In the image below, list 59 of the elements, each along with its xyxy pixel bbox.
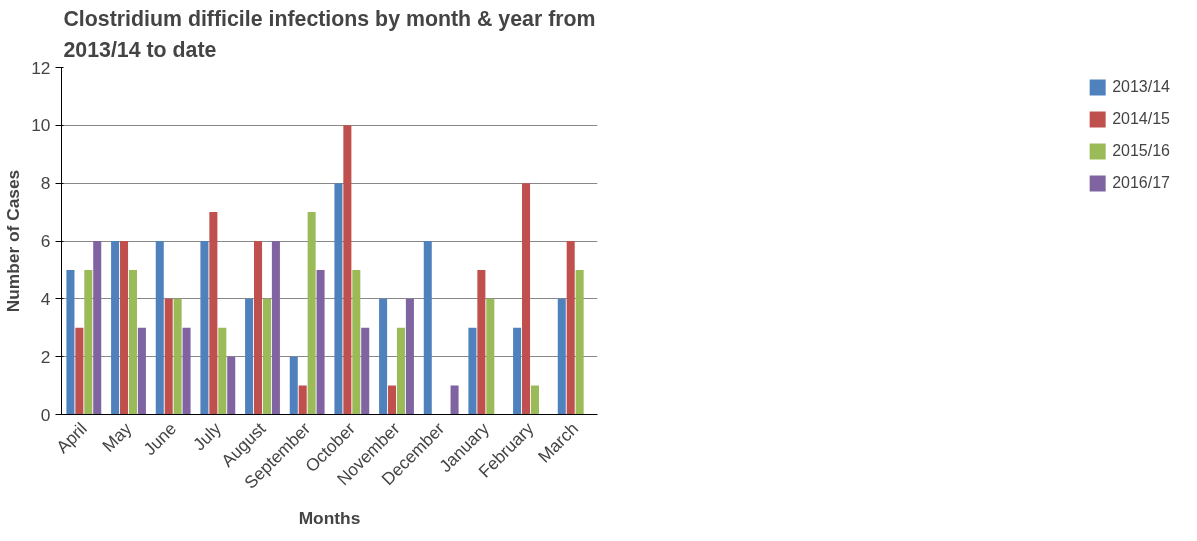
- x-axis-title: Months: [298, 507, 361, 528]
- bar: [209, 212, 218, 415]
- y-tick-label: 6: [40, 231, 51, 251]
- bar: [477, 269, 486, 415]
- bar: [423, 241, 432, 415]
- bar: [316, 269, 325, 415]
- bar: [164, 298, 173, 415]
- y-axis-title: Number of Cases: [3, 169, 24, 313]
- legend-label: 2015/16: [1112, 142, 1170, 160]
- bar: [120, 241, 129, 415]
- bar: [405, 298, 414, 415]
- bar: [200, 241, 209, 415]
- bar: [388, 385, 397, 415]
- bar: [522, 183, 531, 415]
- bar: [173, 298, 182, 415]
- bar: [137, 327, 146, 415]
- bar: [111, 241, 120, 415]
- bar: [271, 241, 280, 415]
- bar: [218, 327, 227, 415]
- y-tick-label: 12: [31, 57, 51, 78]
- bar: [289, 356, 298, 415]
- bar: [468, 327, 477, 415]
- y-tick-label: 0: [40, 404, 51, 425]
- y-tick-label: 2: [40, 346, 51, 367]
- bar: [182, 327, 191, 415]
- y-tick-label: 10: [31, 115, 51, 136]
- legend-label: 2013/14: [1112, 78, 1170, 96]
- bar: [298, 385, 307, 415]
- bar: [557, 298, 566, 415]
- bar: [128, 269, 137, 415]
- x-tick-label: July: [188, 418, 226, 455]
- bar: [307, 212, 316, 415]
- y-tick-label: 4: [40, 288, 51, 309]
- bar: [352, 269, 361, 415]
- chart-title: Clostridium difficile infections by month & year from 2013/14 to date: [63, 7, 596, 63]
- bar: [245, 298, 254, 415]
- y-tick-label: 8: [40, 173, 51, 194]
- bar: [84, 269, 93, 415]
- bar: [334, 183, 343, 415]
- legend-label: 2016/17: [1112, 174, 1170, 192]
- bar: [66, 269, 75, 415]
- bar: [75, 327, 84, 415]
- bar: [343, 125, 352, 415]
- bar: [566, 241, 575, 415]
- bar: [450, 385, 459, 415]
- bar: [513, 327, 522, 415]
- bar: [227, 356, 236, 415]
- bar: [93, 241, 102, 415]
- bar: [486, 298, 495, 415]
- bar: [396, 327, 405, 415]
- bar: [155, 241, 164, 415]
- bar: [530, 385, 539, 415]
- bar: [254, 241, 263, 415]
- bar: [575, 269, 584, 415]
- bar: [379, 298, 388, 415]
- bar: [262, 298, 271, 415]
- bar: [361, 327, 370, 415]
- x-tick-label: May: [98, 418, 136, 456]
- legend-label: 2014/15: [1112, 110, 1170, 128]
